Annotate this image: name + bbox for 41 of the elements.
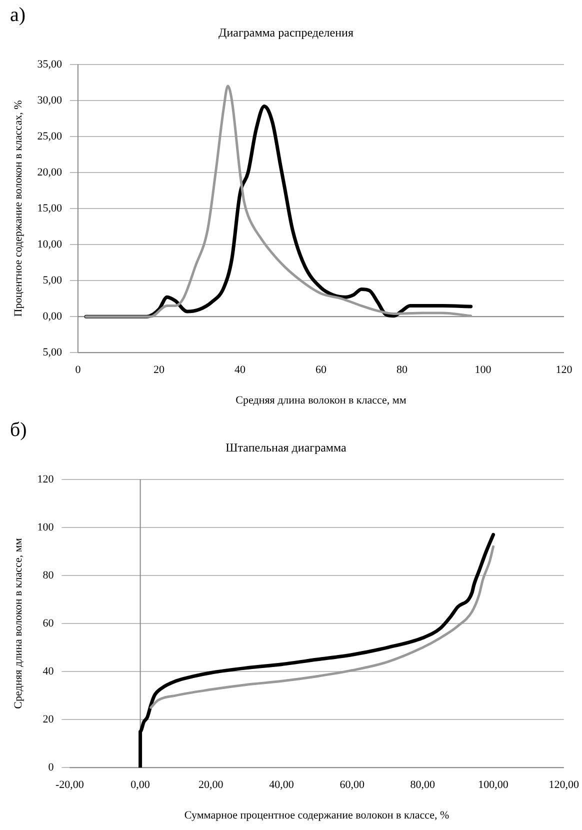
- x-axis-title: Средняя длина волокон в классе, мм: [236, 394, 406, 406]
- y-tick-label: 35,00: [37, 58, 62, 70]
- x-tick-label: 0: [75, 364, 82, 376]
- x-axis-title: Суммарное процентное содержание волокон в классе, %: [184, 809, 450, 822]
- y-tick-label: 100: [37, 521, 54, 534]
- y-tick-label: 120: [37, 473, 54, 486]
- y-tick-label: 5,00: [42, 274, 62, 286]
- y-tick-label: 40: [42, 665, 54, 678]
- x-tick-label: 100,00: [478, 779, 509, 792]
- y-axis-title: Средняя длина волокон в классе, мм: [12, 538, 24, 709]
- x-tick-label: 80,00: [410, 779, 436, 792]
- y-tick-label: 0: [48, 761, 54, 774]
- x-tick-label: 60: [315, 364, 327, 376]
- text: б): [10, 419, 27, 442]
- x-tick-label: 20,00: [198, 779, 224, 792]
- x-tick-label: 40: [234, 364, 246, 376]
- y-tick-label: 30,00: [37, 94, 62, 106]
- x-tick-label: 100: [474, 364, 492, 376]
- x-tick-label: 120: [556, 364, 573, 376]
- y-tick-label: 20,00: [37, 166, 62, 178]
- y-tick-label: 15,00: [37, 202, 62, 214]
- line-series: [138, 532, 496, 768]
- line-series: [150, 545, 495, 709]
- y-tick-label: 20: [42, 713, 54, 726]
- y-axis-title: Процентное содержание волокон в классах, %: [12, 100, 24, 317]
- x-tick-label: 80: [396, 364, 408, 376]
- text: а): [10, 4, 26, 27]
- chart-title: Диаграмма распределения: [218, 25, 354, 40]
- x-tick-label: 0,00: [130, 779, 150, 792]
- y-tick-label: 10,00: [37, 238, 62, 250]
- x-tick-label: 120,00: [548, 779, 580, 792]
- chart-title: Штапельная диаграмма: [226, 440, 348, 454]
- y-tick-label: 0,00: [42, 310, 62, 322]
- x-tick-label: 60,00: [340, 779, 365, 792]
- y-tick-label: 60: [42, 617, 54, 630]
- x-tick-label: -20,00: [55, 779, 84, 792]
- x-tick-label: 40,00: [269, 779, 294, 792]
- y-tick-label: 5,00: [42, 346, 62, 358]
- y-tick-label: 25,00: [37, 130, 62, 142]
- x-tick-label: 20: [153, 364, 165, 376]
- y-tick-label: 80: [42, 569, 54, 582]
